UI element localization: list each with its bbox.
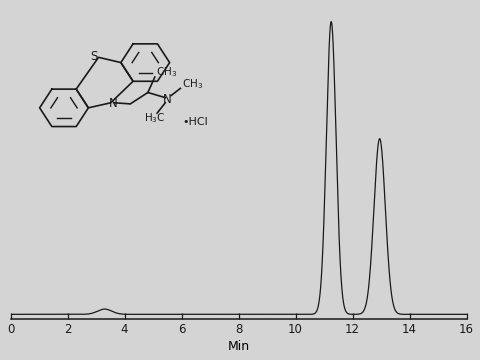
X-axis label: Min: Min [227,340,249,353]
